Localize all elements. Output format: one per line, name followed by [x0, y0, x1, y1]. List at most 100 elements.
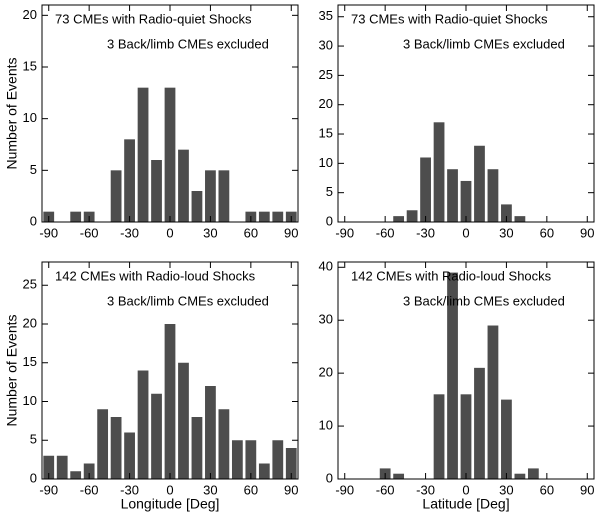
- bar: [70, 471, 82, 479]
- bar: [514, 473, 526, 479]
- y-axis-label: Number of Events: [4, 57, 20, 169]
- bar: [137, 370, 149, 479]
- y-tick-label: 0: [326, 470, 333, 485]
- bar: [151, 393, 162, 479]
- bar: [272, 211, 284, 222]
- bar: [137, 87, 149, 223]
- bar: [164, 87, 176, 223]
- bar: [205, 170, 216, 222]
- x-tick-label: -30: [416, 225, 435, 240]
- bar: [43, 455, 55, 479]
- x-tick-label: 90: [284, 225, 298, 240]
- bar: [110, 417, 122, 479]
- bar: [285, 448, 297, 479]
- bar: [433, 394, 445, 479]
- y-tick-label: 40: [319, 259, 333, 274]
- y-tick-label: 15: [23, 58, 37, 73]
- y-tick-label: 10: [319, 155, 333, 170]
- x-tick-label: -90: [39, 225, 58, 240]
- bar: [487, 325, 499, 479]
- x-tick-label: 60: [244, 225, 258, 240]
- annotation: 3 Back/limb CMEs excluded: [107, 36, 269, 51]
- y-tick-label: 30: [319, 312, 333, 327]
- y-tick-label: 20: [23, 315, 37, 330]
- bar: [406, 210, 418, 222]
- bar: [447, 272, 458, 479]
- y-tick-label: 20: [23, 7, 37, 22]
- bar: [501, 399, 512, 479]
- x-tick-label: 90: [580, 225, 594, 240]
- y-tick-label: 10: [319, 418, 333, 433]
- bar: [460, 394, 472, 479]
- bar: [218, 409, 230, 479]
- x-tick-label: 30: [203, 482, 217, 497]
- x-tick-label: -90: [335, 482, 354, 497]
- x-tick-label: 60: [244, 482, 258, 497]
- x-axis-label: Longitude [Deg]: [121, 496, 220, 512]
- y-tick-label: 20: [319, 96, 333, 111]
- y-tick-label: 25: [23, 277, 37, 292]
- y-tick-label: 5: [30, 162, 37, 177]
- y-tick-label: 35: [319, 8, 333, 23]
- y-tick-label: 15: [23, 354, 37, 369]
- y-tick-label: 20: [319, 365, 333, 380]
- bar: [124, 139, 135, 222]
- x-tick-label: 30: [499, 482, 513, 497]
- x-tick-label: 0: [462, 225, 469, 240]
- bar: [527, 468, 539, 479]
- y-tick-label: 30: [319, 37, 333, 52]
- annotation: 142 CMEs with Radio-loud Shocks: [351, 268, 552, 283]
- bar: [272, 440, 284, 479]
- x-tick-label: -30: [120, 225, 139, 240]
- x-tick-label: -90: [335, 225, 354, 240]
- x-tick-label: 30: [499, 225, 513, 240]
- bar: [151, 160, 162, 222]
- bar: [258, 463, 270, 479]
- bar: [191, 417, 203, 479]
- bar: [501, 204, 512, 222]
- bar: [245, 440, 257, 479]
- x-tick-label: 0: [166, 225, 173, 240]
- bar: [205, 386, 216, 479]
- y-tick-label: 15: [319, 125, 333, 140]
- bar: [393, 216, 405, 222]
- y-tick-label: 5: [326, 184, 333, 199]
- bar: [110, 170, 122, 222]
- x-tick-label: -60: [376, 225, 395, 240]
- x-tick-label: -60: [80, 225, 99, 240]
- x-tick-label: -30: [416, 482, 435, 497]
- annotation: 142 CMEs with Radio-loud Shocks: [55, 268, 256, 283]
- bar: [124, 432, 135, 479]
- x-tick-label: 60: [540, 482, 554, 497]
- x-tick-label: 0: [166, 482, 173, 497]
- y-tick-label: 25: [319, 67, 333, 82]
- y-tick-label: 0: [30, 470, 37, 485]
- y-tick-label: 5: [30, 432, 37, 447]
- x-axis-label: Latitude [Deg]: [422, 496, 509, 512]
- y-axis-label: Number of Events: [4, 314, 20, 426]
- x-tick-label: 90: [580, 482, 594, 497]
- bar: [487, 169, 499, 222]
- annotation: 3 Back/limb CMEs excluded: [403, 36, 565, 51]
- annotation: 73 CMEs with Radio-quiet Shocks: [351, 11, 548, 26]
- bar: [433, 122, 445, 222]
- bar: [231, 440, 243, 479]
- y-tick-label: 0: [30, 213, 37, 228]
- bar: [474, 367, 485, 479]
- bar: [83, 463, 95, 479]
- bar: [70, 211, 82, 222]
- bar: [164, 324, 176, 479]
- x-tick-label: 0: [462, 482, 469, 497]
- bar: [460, 180, 472, 222]
- annotation: 73 CMEs with Radio-quiet Shocks: [55, 11, 252, 26]
- x-tick-label: -60: [376, 482, 395, 497]
- x-tick-label: 60: [540, 225, 554, 240]
- x-tick-label: -60: [80, 482, 99, 497]
- annotation: 3 Back/limb CMEs excluded: [107, 293, 269, 308]
- x-tick-label: -90: [39, 482, 58, 497]
- y-tick-label: 10: [23, 393, 37, 408]
- x-tick-label: -30: [120, 482, 139, 497]
- y-tick-label: 0: [326, 213, 333, 228]
- y-tick-label: 10: [23, 110, 37, 125]
